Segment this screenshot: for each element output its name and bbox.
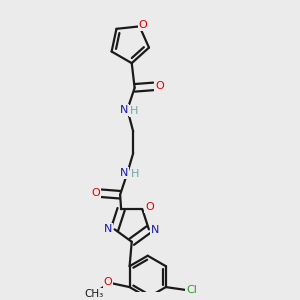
Text: Cl: Cl [186,285,197,295]
Text: CH₃: CH₃ [84,289,104,299]
Text: N: N [151,225,159,235]
Text: O: O [155,81,164,92]
Text: O: O [103,277,112,287]
Text: O: O [145,202,154,212]
Text: N: N [120,168,128,178]
Text: O: O [91,188,100,198]
Text: N: N [120,105,128,115]
Text: N: N [103,224,112,234]
Text: H: H [130,169,139,179]
Text: H: H [130,106,138,116]
Text: O: O [139,20,147,30]
